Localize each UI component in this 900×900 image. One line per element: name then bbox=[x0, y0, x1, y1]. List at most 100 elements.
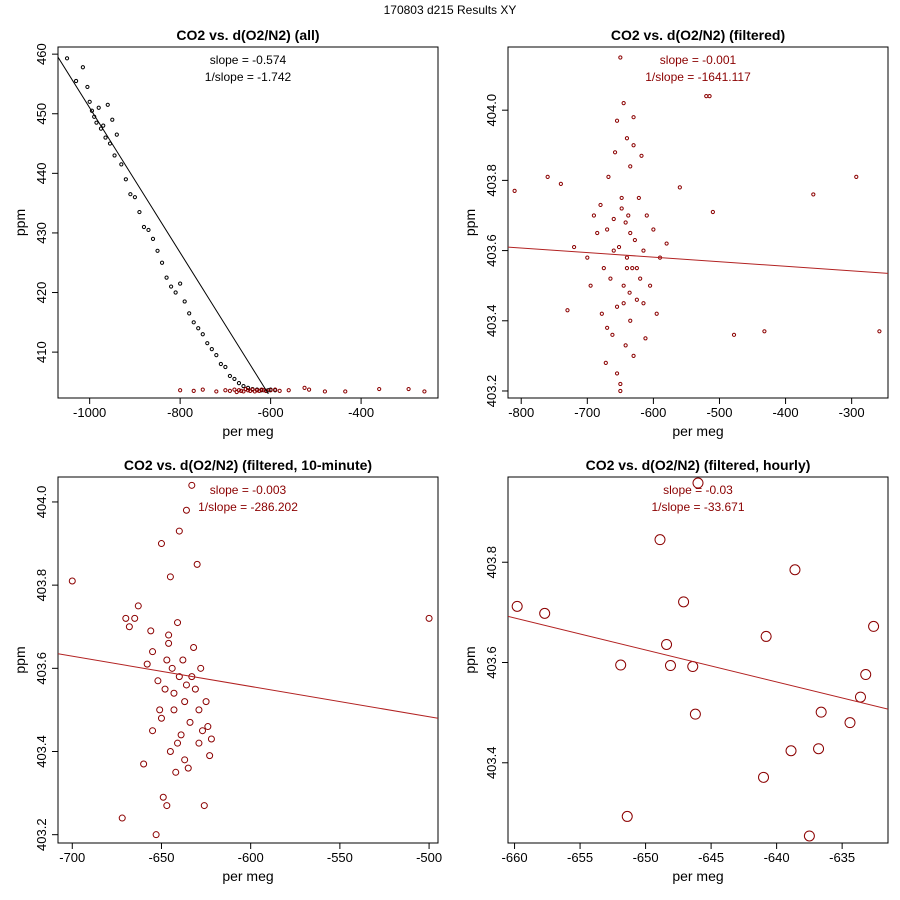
data-point bbox=[571, 244, 577, 250]
data-point bbox=[618, 388, 623, 394]
data-point bbox=[631, 353, 636, 358]
x-tick-label: -400 bbox=[773, 405, 799, 420]
data-point bbox=[150, 236, 156, 241]
x-tick-label: -660 bbox=[502, 850, 528, 865]
data-point bbox=[172, 768, 180, 776]
data-point bbox=[634, 297, 639, 302]
data-point bbox=[268, 388, 273, 393]
x-tick-label: -1000 bbox=[73, 405, 106, 420]
data-point bbox=[614, 371, 620, 376]
data-point bbox=[80, 65, 85, 70]
data-point bbox=[197, 664, 205, 672]
data-point bbox=[227, 388, 233, 393]
plot-frame bbox=[507, 476, 889, 844]
data-point bbox=[565, 308, 570, 313]
data-point bbox=[302, 385, 307, 390]
data-point bbox=[877, 329, 882, 334]
data-point bbox=[232, 376, 237, 382]
data-point bbox=[545, 174, 550, 179]
y-tick-label: 440 bbox=[34, 162, 49, 184]
data-point bbox=[205, 341, 210, 346]
y-tick-label: 450 bbox=[34, 103, 49, 125]
data-point bbox=[628, 164, 633, 169]
fit-line bbox=[508, 615, 888, 710]
data-point bbox=[73, 78, 79, 84]
data-point bbox=[146, 227, 151, 233]
data-point bbox=[616, 244, 622, 250]
data-point bbox=[143, 660, 151, 668]
plot-frame bbox=[57, 476, 439, 844]
data-point bbox=[114, 132, 119, 137]
fit-line bbox=[58, 56, 269, 395]
x-tick-label: -600 bbox=[238, 850, 264, 865]
data-point bbox=[731, 332, 737, 337]
y-tick-label: 403.6 bbox=[34, 652, 49, 685]
data-point bbox=[200, 387, 205, 392]
data-point bbox=[422, 389, 427, 394]
data-point bbox=[631, 143, 636, 148]
data-point bbox=[207, 735, 215, 743]
x-tick-label: -500 bbox=[706, 405, 732, 420]
data-point bbox=[159, 260, 165, 265]
data-point bbox=[588, 283, 593, 288]
data-point bbox=[191, 320, 196, 325]
data-point bbox=[199, 727, 207, 735]
data-point bbox=[789, 564, 801, 576]
panel-10-minute: CO2 vs. d(O2/N2) (filtered, 10-minute) s… bbox=[12, 457, 442, 884]
plot-marks bbox=[508, 55, 888, 394]
data-point bbox=[692, 477, 704, 489]
data-point bbox=[661, 638, 673, 650]
data-point bbox=[614, 304, 620, 309]
data-point bbox=[707, 94, 712, 99]
data-point bbox=[193, 560, 201, 568]
data-point bbox=[704, 94, 709, 99]
x-tick-label: -500 bbox=[416, 850, 442, 865]
data-point bbox=[175, 673, 183, 681]
data-point bbox=[605, 325, 610, 330]
data-point bbox=[641, 248, 646, 253]
x-tick-label: -655 bbox=[567, 850, 593, 865]
data-point bbox=[614, 118, 620, 123]
data-point bbox=[166, 748, 174, 755]
data-point bbox=[611, 216, 616, 222]
data-point bbox=[214, 352, 219, 358]
data-point bbox=[651, 227, 656, 232]
y-tick-label: 403.6 bbox=[484, 234, 499, 267]
data-point bbox=[195, 739, 203, 747]
data-point bbox=[644, 213, 649, 218]
data-point bbox=[178, 281, 183, 286]
data-point bbox=[815, 706, 827, 718]
plot-frame bbox=[57, 46, 439, 399]
data-point bbox=[854, 691, 866, 703]
data-point bbox=[159, 793, 167, 801]
data-point bbox=[623, 343, 628, 348]
data-point bbox=[664, 241, 669, 246]
x-tick-label: -640 bbox=[764, 850, 790, 865]
x-tick-label: -650 bbox=[148, 850, 174, 865]
data-point bbox=[123, 177, 128, 182]
panel-filtered: CO2 vs. d(O2/N2) (filtered) slope = -0.0… bbox=[462, 27, 889, 439]
data-point bbox=[179, 656, 187, 664]
inverse-slope-annotation: 1/slope = -33.671 bbox=[651, 500, 744, 514]
data-point bbox=[259, 387, 264, 392]
data-point bbox=[101, 123, 106, 128]
data-point bbox=[664, 660, 676, 672]
data-point bbox=[632, 237, 637, 243]
data-point bbox=[177, 731, 185, 739]
data-point bbox=[125, 623, 133, 631]
plot-frame bbox=[507, 46, 889, 399]
data-point bbox=[152, 831, 160, 839]
data-point bbox=[168, 664, 176, 672]
data-point bbox=[178, 388, 183, 393]
data-point bbox=[406, 386, 411, 392]
data-point bbox=[156, 706, 164, 714]
data-point bbox=[678, 596, 690, 608]
data-point bbox=[608, 276, 613, 281]
data-point bbox=[173, 290, 178, 295]
x-axis-label: per meg bbox=[672, 423, 723, 439]
fit-line bbox=[508, 246, 888, 274]
data-point bbox=[621, 283, 626, 288]
data-point bbox=[425, 614, 433, 622]
data-point bbox=[377, 386, 382, 392]
